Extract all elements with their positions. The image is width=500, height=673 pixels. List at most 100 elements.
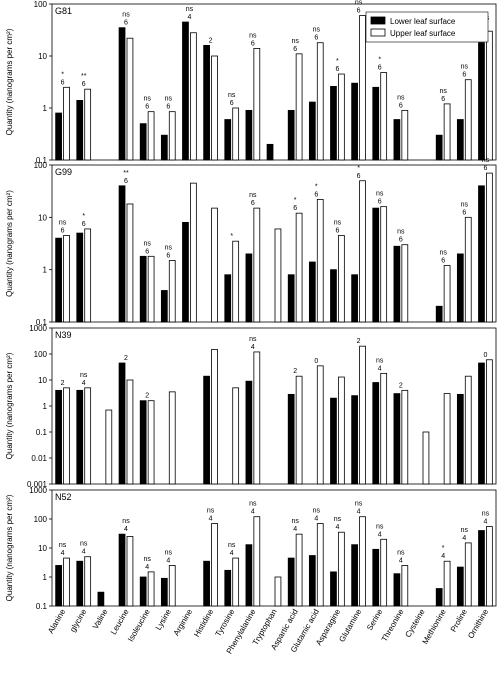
annotation: ns bbox=[461, 201, 469, 208]
annotation: * bbox=[294, 197, 297, 204]
annotation: ns bbox=[122, 12, 130, 19]
bar bbox=[211, 349, 218, 485]
bar bbox=[139, 255, 147, 323]
bar bbox=[380, 372, 388, 485]
bar bbox=[372, 382, 380, 485]
bar bbox=[203, 44, 210, 161]
bar bbox=[76, 100, 84, 161]
annotation: 0 bbox=[483, 352, 487, 359]
bar bbox=[211, 523, 218, 607]
bar bbox=[295, 212, 303, 323]
bar bbox=[456, 253, 464, 323]
bar bbox=[380, 538, 388, 607]
bar bbox=[126, 203, 134, 323]
annotation: ns bbox=[80, 541, 88, 548]
bar bbox=[63, 387, 70, 485]
annotation: * bbox=[315, 183, 318, 190]
annotation: 4 bbox=[399, 557, 403, 564]
bar bbox=[478, 362, 485, 485]
annotation: 6 bbox=[314, 35, 318, 42]
y-tick-label: 0.001 bbox=[27, 480, 48, 489]
annotation: 4 bbox=[82, 380, 86, 387]
bar bbox=[486, 30, 493, 161]
bar bbox=[139, 576, 147, 607]
annotation: ns bbox=[313, 507, 321, 514]
legend-label: Upper leaf surface bbox=[390, 29, 456, 38]
y-tick-label: 10 bbox=[38, 544, 47, 553]
bar bbox=[295, 533, 303, 607]
bar bbox=[401, 109, 409, 161]
bar bbox=[245, 253, 253, 323]
bar bbox=[380, 72, 388, 161]
bar bbox=[351, 82, 358, 161]
bar bbox=[372, 86, 380, 161]
bar bbox=[182, 222, 189, 323]
annotation: ns bbox=[143, 556, 151, 563]
panel-title: G81 bbox=[55, 6, 72, 16]
y-tick-label: 1000 bbox=[29, 324, 47, 333]
annotation: ns bbox=[397, 549, 405, 556]
x-tick-label: Arginine bbox=[172, 607, 195, 637]
annotation: ns bbox=[482, 157, 490, 164]
annotation: 6 bbox=[293, 205, 297, 212]
annotation: 6 bbox=[61, 79, 65, 86]
y-tick-label: 10 bbox=[38, 213, 47, 222]
bar bbox=[55, 112, 62, 161]
bar bbox=[464, 542, 472, 607]
bar bbox=[486, 172, 493, 323]
annotation: ns bbox=[122, 518, 130, 525]
bar bbox=[308, 555, 316, 607]
bar bbox=[372, 548, 380, 607]
annotation: 6 bbox=[357, 173, 361, 180]
bar bbox=[456, 119, 464, 161]
x-tick-label: Ornithine bbox=[466, 607, 490, 640]
bar bbox=[287, 274, 295, 323]
y-tick-label: 100 bbox=[34, 350, 48, 359]
bar bbox=[168, 391, 176, 485]
bar bbox=[245, 109, 253, 161]
bar bbox=[84, 228, 92, 323]
bar bbox=[274, 576, 282, 607]
bar bbox=[478, 185, 485, 323]
bar bbox=[190, 32, 197, 161]
bar bbox=[316, 523, 324, 607]
x-tick-label: glycine bbox=[68, 607, 89, 634]
annotation: 4 bbox=[82, 549, 86, 556]
panel-title: G99 bbox=[55, 167, 72, 177]
x-tick-label: Serine bbox=[365, 607, 385, 632]
annotation: 6 bbox=[124, 20, 128, 27]
annotation: 6 bbox=[357, 8, 361, 15]
bar bbox=[393, 573, 401, 607]
annotation: ns bbox=[165, 549, 173, 556]
panel-title: N52 bbox=[55, 492, 72, 502]
bar bbox=[464, 375, 472, 485]
y-tick-label: 10 bbox=[38, 376, 47, 385]
bar bbox=[203, 560, 210, 607]
bar bbox=[76, 389, 84, 485]
annotation: ns bbox=[228, 92, 236, 99]
annotation: 2 bbox=[124, 355, 128, 362]
annotation: * bbox=[82, 213, 85, 220]
annotation: 4 bbox=[314, 515, 318, 522]
y-tick-label: 0.1 bbox=[36, 156, 48, 165]
bar bbox=[351, 544, 358, 607]
annotation: 4 bbox=[483, 519, 487, 526]
y-tick-label: 0.1 bbox=[36, 428, 48, 437]
annotation: 4 bbox=[378, 531, 382, 538]
plot-frame bbox=[51, 489, 497, 607]
x-tick-label: Proline bbox=[449, 607, 470, 634]
annotation: ns bbox=[461, 527, 469, 534]
x-tick-label: Leucine bbox=[109, 607, 131, 636]
annotation: * bbox=[61, 71, 64, 78]
annotation: 6 bbox=[399, 237, 403, 244]
bar bbox=[224, 274, 232, 323]
bar bbox=[147, 571, 155, 607]
annotation: 4 bbox=[251, 344, 255, 351]
bar bbox=[211, 55, 218, 161]
bar bbox=[338, 376, 345, 485]
annotation: 6 bbox=[378, 199, 382, 206]
annotation: 6 bbox=[441, 258, 445, 265]
annotation: ns bbox=[376, 523, 384, 530]
annotation: 6 bbox=[462, 72, 466, 79]
bar bbox=[168, 260, 176, 323]
